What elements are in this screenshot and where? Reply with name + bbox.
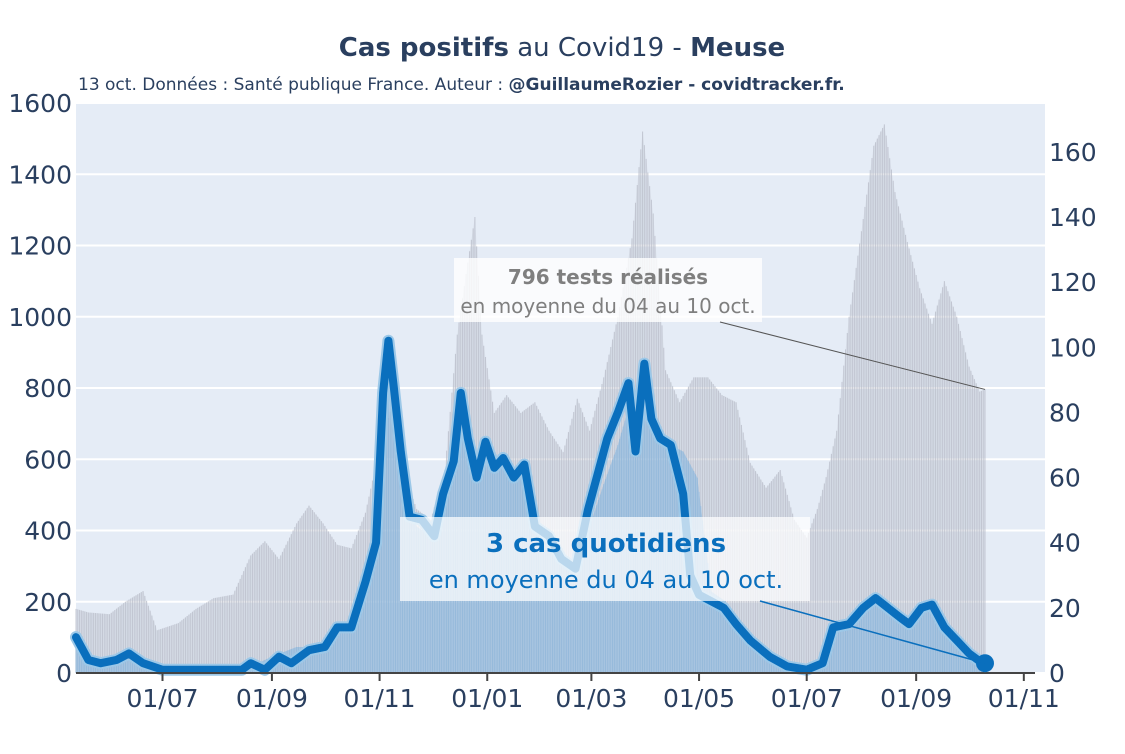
x-tick-label: 01/11 bbox=[988, 684, 1060, 713]
tests-annotation-text: en moyenne du 04 au 10 oct. bbox=[460, 294, 755, 318]
y-axis-left: 0 200 400 600 800 1000 1200 1400 1600 bbox=[8, 89, 72, 688]
x-tick-label: 01/11 bbox=[344, 684, 416, 713]
y-right-tick-label: 80 bbox=[1049, 398, 1081, 427]
y-right-tick-label: 20 bbox=[1049, 594, 1081, 623]
y-left-tick-label: 200 bbox=[24, 588, 72, 617]
y-left-tick-label: 1400 bbox=[8, 160, 72, 189]
y-left-tick-label: 1600 bbox=[8, 89, 72, 118]
title-middle: au Covid19 - bbox=[509, 33, 690, 63]
y-right-tick-label: 160 bbox=[1049, 138, 1097, 167]
tests-annotation-title: 796 tests réalisés bbox=[508, 265, 708, 289]
x-axis: 01/07 01/09 01/11 01/01 01/03 01/05 01/07 01/09… bbox=[76, 672, 1060, 713]
y-right-tick-label: 60 bbox=[1049, 464, 1081, 493]
y-left-tick-label: 600 bbox=[24, 445, 72, 474]
y-right-tick-label: 40 bbox=[1049, 529, 1081, 558]
cases-annotation-box bbox=[400, 517, 810, 601]
y-left-tick-label: 1200 bbox=[8, 232, 72, 261]
y-right-tick-label: 0 bbox=[1049, 659, 1065, 688]
annotations: 796 tests réalisés en moyenne du 04 au 10… bbox=[400, 258, 994, 673]
title-bold-2: Meuse bbox=[690, 33, 785, 63]
y-right-tick-label: 100 bbox=[1049, 333, 1097, 362]
tests-annotation-arrow bbox=[719, 321, 986, 390]
y-right-tick-label: 120 bbox=[1049, 268, 1097, 297]
title-bold-1: Cas positifs bbox=[339, 33, 509, 63]
y-left-tick-label: 1000 bbox=[8, 303, 72, 332]
y-right-tick-label: 140 bbox=[1049, 203, 1097, 232]
y-left-tick-label: 400 bbox=[24, 517, 72, 546]
chart-subtitle: 13 oct. Données : Santé publique France.… bbox=[78, 75, 845, 95]
x-tick-label: 01/07 bbox=[771, 684, 843, 713]
tests-annotation-box bbox=[454, 258, 762, 322]
chart-title: Cas positifs au Covid19 - Meuse bbox=[339, 33, 785, 63]
subtitle-plain: 13 oct. Données : Santé publique France.… bbox=[78, 75, 509, 95]
y-left-tick-label: 0 bbox=[56, 659, 72, 688]
x-tick-label: 01/07 bbox=[126, 684, 198, 713]
x-tick-label: 01/01 bbox=[451, 684, 523, 713]
cases-annotation-title: 3 cas quotidiens bbox=[486, 529, 726, 559]
y-left-tick-label: 800 bbox=[24, 374, 72, 403]
x-tick-label: 01/09 bbox=[236, 684, 308, 713]
cases-annotation-arrow bbox=[759, 600, 986, 664]
cases-annotation-text: en moyenne du 04 au 10 oct. bbox=[429, 566, 783, 594]
y-axis-right: 0 20 40 60 80 100 120 140 160 bbox=[1049, 138, 1097, 688]
subtitle-bold: @GuillaumeRozier - covidtracker.fr. bbox=[509, 75, 845, 95]
x-tick-label: 01/05 bbox=[663, 684, 735, 713]
x-tick-label: 01/03 bbox=[555, 684, 627, 713]
x-tick-label: 01/09 bbox=[880, 684, 952, 713]
